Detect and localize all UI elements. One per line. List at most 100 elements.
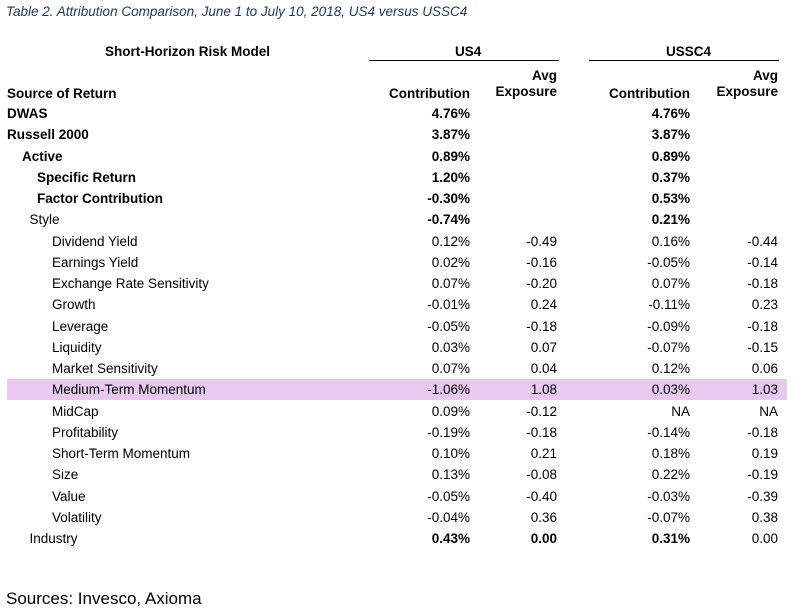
group-underline-us4 <box>369 60 559 61</box>
us4-exposure-cell: -0.18 <box>526 318 557 334</box>
us4-exposure-cell <box>467 209 557 230</box>
group-underline-ussc4 <box>589 60 779 61</box>
ussc4-exposure-cell: 0.38 <box>751 509 778 525</box>
us4-contribution-cell: 0.09% <box>431 403 470 419</box>
ussc4-contribution-cell: -0.09% <box>647 318 690 334</box>
us4-contribution-cell: -1.06% <box>427 382 470 398</box>
ussc4-exposure-cell <box>688 146 778 167</box>
table-row: Factor Contribution -0.30% 0.53% <box>7 188 787 209</box>
us4-exposure-cell: 0.07 <box>530 339 557 355</box>
ussc4-exposure-cell <box>688 188 778 209</box>
sources-note: Sources: Invesco, Axioma <box>6 589 202 608</box>
us4-contribution-cell: -0.30% <box>427 191 470 206</box>
row-label: Exchange Rate Sensitivity <box>52 276 209 291</box>
ussc4-contribution-cell: 0.22% <box>651 467 690 483</box>
row-label: Style <box>29 212 60 228</box>
us4-contribution-cell: 4.76% <box>431 106 470 121</box>
row-label: Factor Contribution <box>37 191 163 206</box>
us4-exposure-cell: -0.18 <box>526 424 557 440</box>
ussc4-contribution-cell: 0.89% <box>651 148 690 164</box>
row-label: Specific Return <box>37 169 137 185</box>
us4-exposure-cell: 0.00 <box>530 531 557 546</box>
us4-contribution-cell: 0.07% <box>431 361 470 376</box>
row-label: Growth <box>52 297 96 313</box>
table-row: Specific Return 1.20% 0.37% <box>7 167 787 188</box>
row-label: Market Sensitivity <box>52 361 158 376</box>
us4-contribution-cell: 3.87% <box>431 127 470 143</box>
us4-exposure-cell: 1.08 <box>530 382 557 398</box>
ussc4-contribution-cell: 0.21% <box>651 212 690 228</box>
ussc4-contribution-cell: -0.07% <box>647 509 690 525</box>
table-row: Short-Term Momentum 0.10% 0.21 0.18% 0.19 <box>7 443 787 464</box>
ussc4-exposure-cell: 0.23 <box>751 297 778 313</box>
us4-contribution-header: Contribution <box>389 86 470 101</box>
ussc4-contribution-cell: 0.18% <box>651 446 690 461</box>
source-of-return-header: Source of Return <box>7 86 117 101</box>
exposure-label: Exposure <box>716 84 778 99</box>
us4-contribution-cell: 0.13% <box>431 467 470 483</box>
us4-avg-exposure-header: Avg Exposure <box>467 68 557 100</box>
ussc4-contribution-cell: 4.76% <box>651 106 690 121</box>
ussc4-contribution-cell: 3.87% <box>651 127 690 143</box>
us4-exposure-cell: 0.04 <box>530 361 557 376</box>
ussc4-exposure-cell: 1.03 <box>751 382 778 398</box>
avg-label: Avg <box>752 68 778 83</box>
ussc4-exposure-cell: 0.19 <box>751 446 778 461</box>
ussc4-exposure-cell: -0.18 <box>747 318 778 334</box>
row-label: Dividend Yield <box>52 233 138 249</box>
us4-exposure-cell: -0.08 <box>526 467 557 483</box>
ussc4-contribution-cell: 0.03% <box>651 382 690 398</box>
row-label: Active <box>22 148 63 164</box>
ussc4-contribution-cell: -0.14% <box>647 424 690 440</box>
row-label: Volatility <box>52 509 102 525</box>
row-label: Medium-Term Momentum <box>52 382 206 398</box>
row-label: DWAS <box>7 106 48 121</box>
ussc4-contribution-cell: -0.07% <box>647 339 690 355</box>
us4-contribution-cell: 1.20% <box>431 169 470 185</box>
ussc4-exposure-cell: 0.06 <box>751 361 778 376</box>
exposure-label: Exposure <box>495 84 557 99</box>
us4-contribution-cell: -0.19% <box>427 424 470 440</box>
us4-contribution-cell: 0.02% <box>431 254 470 270</box>
table-row: Size 0.13% -0.08 0.22% -0.19 <box>7 464 787 485</box>
us4-contribution-cell: -0.74% <box>427 212 470 228</box>
row-label: Leverage <box>52 318 109 334</box>
ussc4-exposure-cell <box>688 124 778 145</box>
us4-contribution-cell: -0.01% <box>427 297 470 313</box>
ussc4-exposure-cell <box>688 167 778 188</box>
us4-exposure-cell: -0.20 <box>526 276 557 291</box>
table-row: Liquidity 0.03% 0.07 -0.07% -0.15 <box>7 337 787 358</box>
ussc4-contribution-cell: 0.31% <box>651 531 690 546</box>
us4-contribution-cell: 0.12% <box>431 233 470 249</box>
table-row: Value -0.05% -0.40 -0.03% -0.39 <box>7 486 787 507</box>
ussc4-contribution-cell: -0.11% <box>648 297 690 313</box>
group-header-ussc4: USSC4 <box>666 44 712 59</box>
ussc4-contribution-cell: NA <box>671 403 690 419</box>
table-row: Volatility -0.04% 0.36 -0.07% 0.38 <box>7 507 787 528</box>
us4-contribution-cell: 0.10% <box>431 446 470 461</box>
ussc4-contribution-cell: 0.07% <box>651 276 690 291</box>
table-row: Exchange Rate Sensitivity 0.07% -0.20 0.07%… <box>7 273 787 294</box>
ussc4-exposure-cell: -0.19 <box>747 467 778 483</box>
ussc4-exposure-cell: -0.15 <box>747 339 778 355</box>
us4-contribution-cell: 0.43% <box>431 531 470 546</box>
table-caption: Table 2. Attribution Comparison, June 1 … <box>6 4 468 19</box>
us4-exposure-cell <box>467 124 557 145</box>
table-row: MidCap 0.09% -0.12 NA NA <box>7 401 787 422</box>
us4-contribution-cell: 0.89% <box>431 148 470 164</box>
us4-contribution-cell: 0.03% <box>431 339 470 355</box>
us4-exposure-cell: 0.24 <box>530 297 557 313</box>
ussc4-exposure-cell <box>688 209 778 230</box>
row-label: Industry <box>29 531 78 546</box>
ussc4-exposure-cell: -0.39 <box>747 488 778 504</box>
ussc4-contribution-cell: -0.03% <box>647 488 690 504</box>
group-header-us4: US4 <box>455 44 482 59</box>
us4-exposure-cell: -0.16 <box>526 254 557 270</box>
us4-exposure-cell: 0.21 <box>530 446 557 461</box>
ussc4-contribution-cell: 0.37% <box>651 169 690 185</box>
us4-contribution-cell: -0.04% <box>427 509 470 525</box>
us4-exposure-cell: -0.40 <box>526 488 557 504</box>
us4-exposure-cell: -0.12 <box>526 403 557 419</box>
table-row: Earnings Yield 0.02% -0.16 -0.05% -0.14 <box>7 252 787 273</box>
ussc4-exposure-cell <box>688 103 778 124</box>
